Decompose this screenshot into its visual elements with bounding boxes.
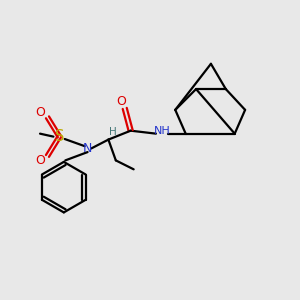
Text: O: O [35, 154, 45, 167]
Text: H: H [109, 127, 117, 137]
Text: NH: NH [154, 126, 170, 136]
Text: O: O [116, 95, 126, 108]
Text: O: O [35, 106, 45, 119]
Text: N: N [83, 142, 92, 155]
Text: S: S [55, 129, 64, 144]
